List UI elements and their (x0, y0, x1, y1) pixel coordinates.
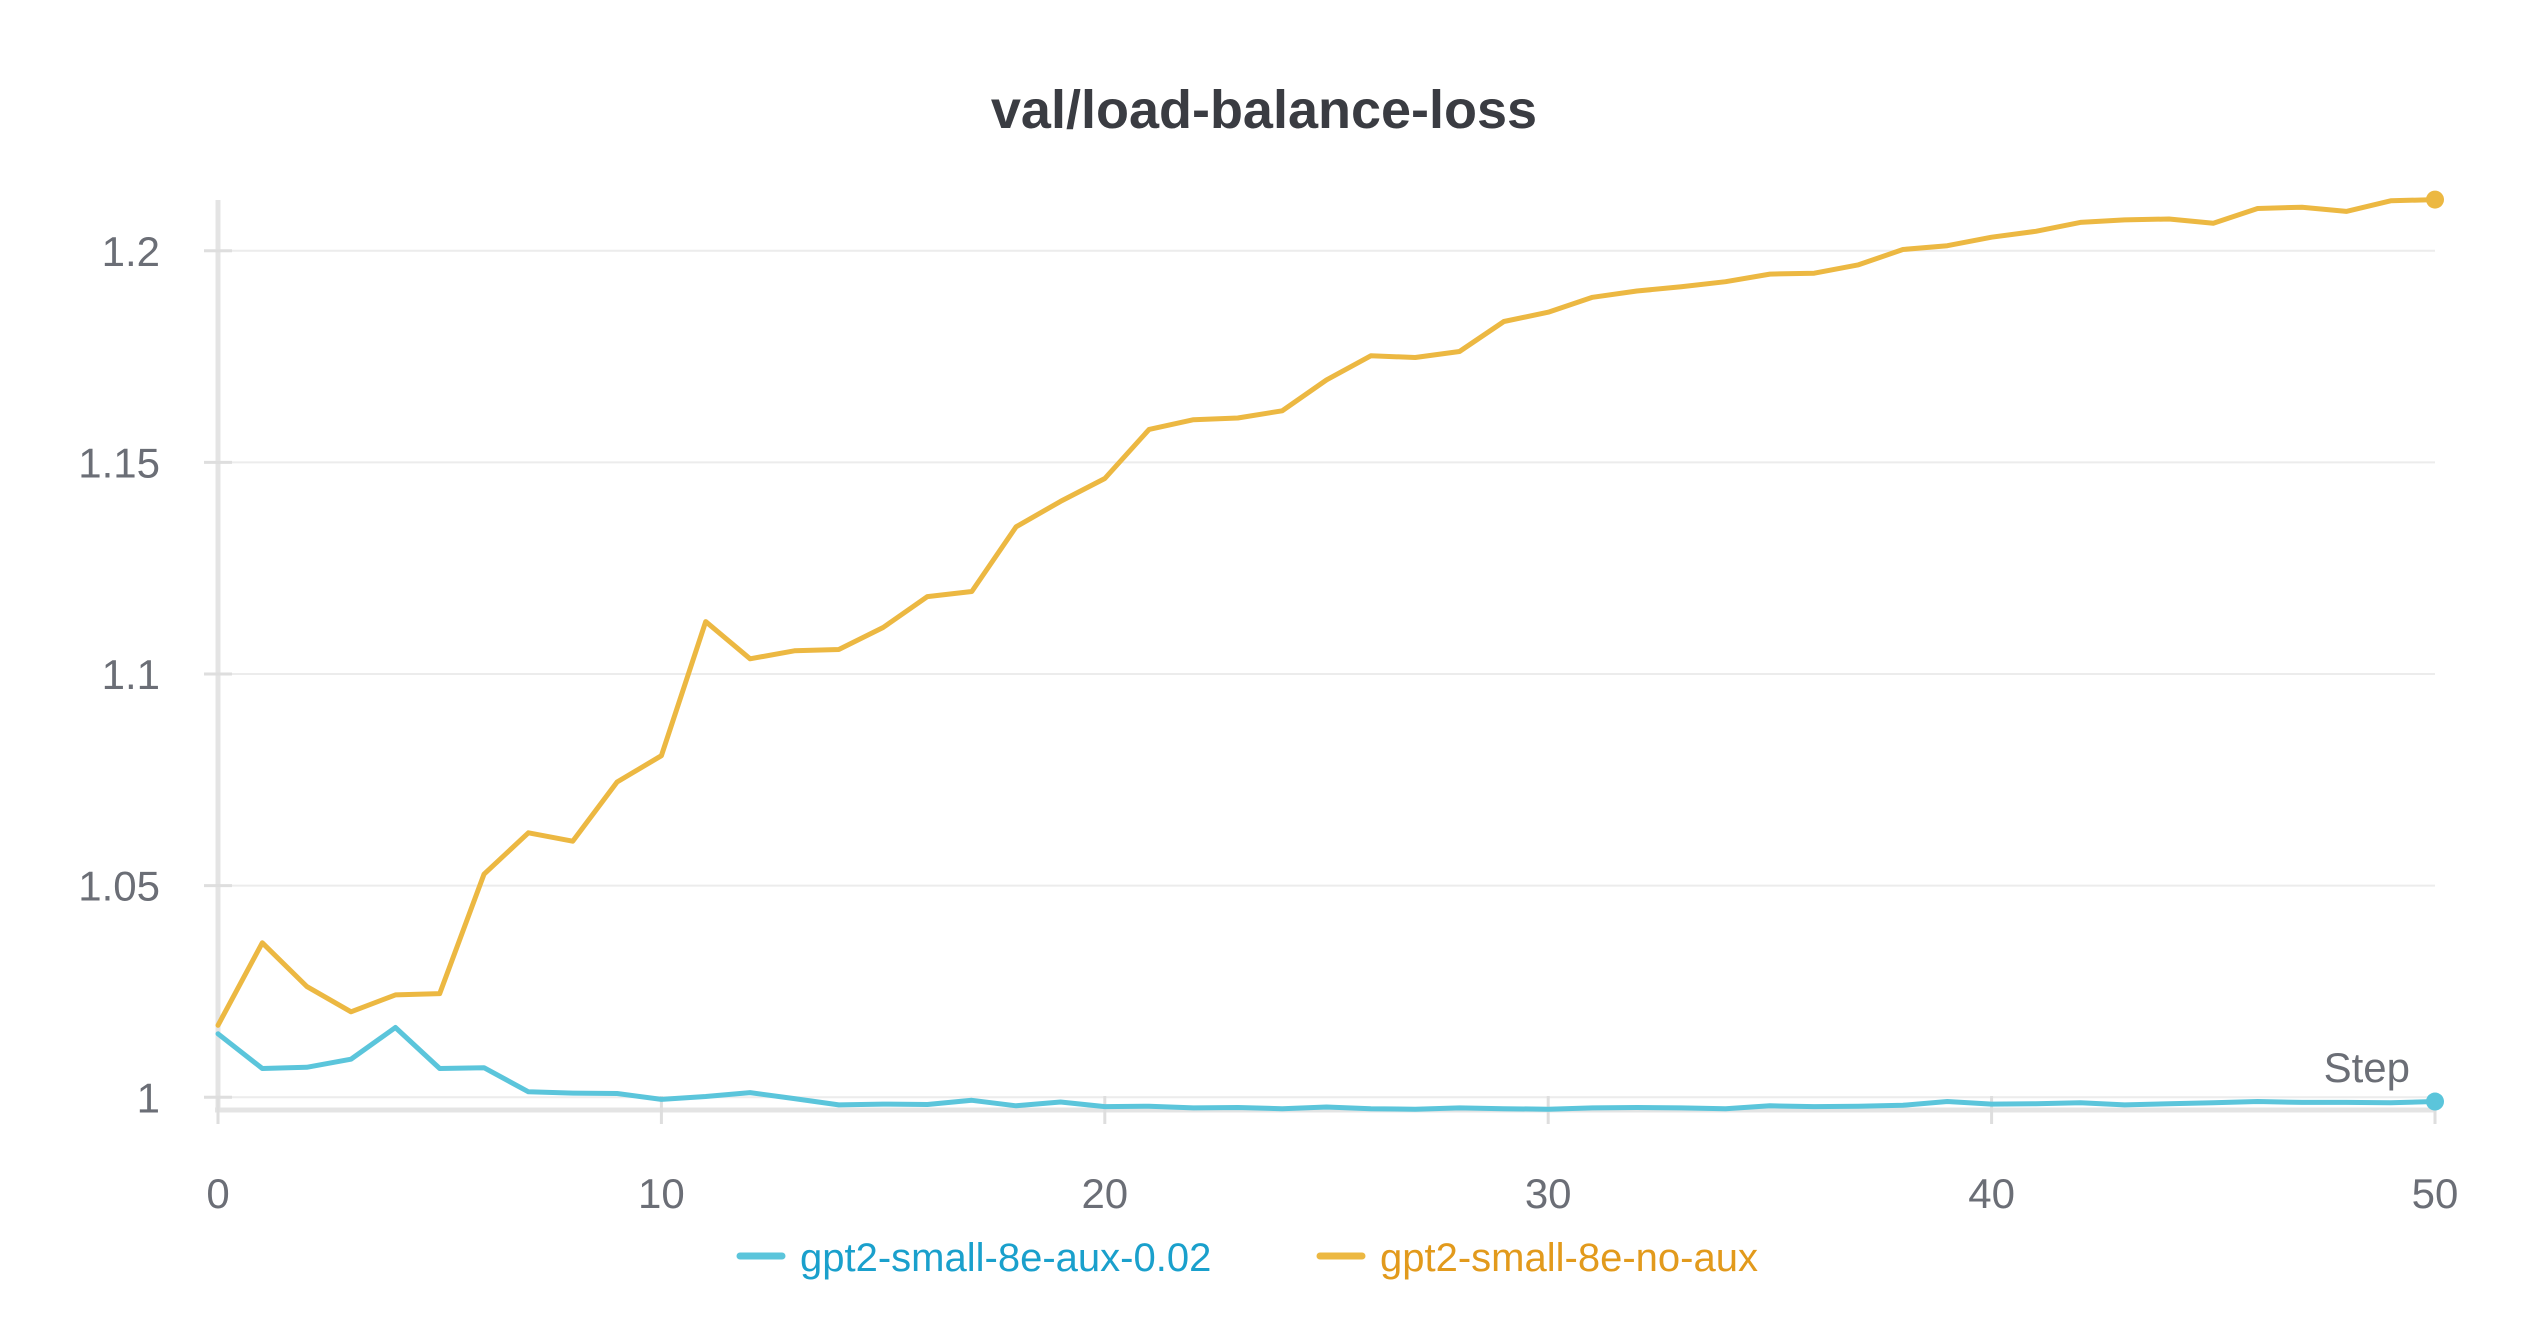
series-end-point-0 (2426, 1092, 2444, 1111)
series-line-0 (215, 1025, 2438, 1112)
x-tick-label: 10 (638, 1170, 685, 1217)
x-tick-label: 40 (1968, 1170, 2015, 1217)
x-tick-label: 0 (206, 1170, 229, 1217)
legend-label: gpt2-small-8e-no-aux (1380, 1236, 1758, 1280)
series-end-point-1 (2426, 190, 2444, 209)
series-line-1 (215, 197, 2438, 1028)
legend[interactable]: gpt2-small-8e-aux-0.02 gpt2-small-8e-no-a… (736, 1236, 1758, 1280)
x-tick-label: 50 (2412, 1170, 2459, 1217)
axes (215, 200, 2435, 1113)
y-tick-label: 1.05 (78, 863, 160, 910)
y-ticks: 1 1.05 1.1 1.15 1.2 (78, 228, 232, 1121)
y-tick-label: 1.1 (102, 651, 160, 698)
legend-label: gpt2-small-8e-aux-0.02 (800, 1236, 1211, 1280)
y-tick-label: 1 (137, 1074, 160, 1121)
grid (218, 249, 2435, 1099)
y-tick-label: 1.15 (78, 439, 160, 486)
x-ticks: 0 10 20 30 40 50 (206, 1096, 2458, 1217)
y-tick-label: 1.2 (102, 228, 160, 275)
x-tick-label: 30 (1525, 1170, 1572, 1217)
x-tick-label: 20 (1081, 1170, 1128, 1217)
legend-item-1[interactable]: gpt2-small-8e-no-aux (1316, 1236, 1758, 1280)
x-axis-label: Step (2324, 1044, 2410, 1091)
chart-title: val/load-balance-loss (991, 80, 1537, 140)
legend-item-0[interactable]: gpt2-small-8e-aux-0.02 (736, 1236, 1211, 1280)
series (215, 190, 2444, 1112)
